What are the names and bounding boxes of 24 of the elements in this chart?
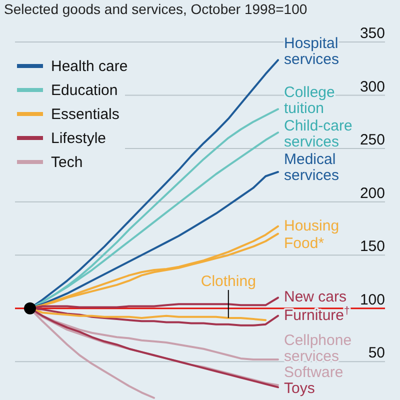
legend-label: Health care: [51, 58, 128, 75]
legend-label: Tech: [51, 154, 83, 171]
series-label: Cellphone services: [284, 332, 352, 365]
legend-label: Education: [51, 82, 118, 99]
y-tick-label: 350: [360, 25, 385, 42]
y-tick-label: 200: [360, 184, 385, 202]
chart-subtitle: Selected goods and services, October 1998=100: [4, 1, 308, 17]
series-label: Hospital services: [284, 35, 340, 68]
series-label: Software: [284, 364, 344, 381]
y-tick-label: 100: [360, 291, 385, 308]
series-label: Medical services: [284, 150, 340, 184]
series-label: College tuition: [284, 84, 335, 118]
series-label: Food*: [284, 234, 324, 252]
series-label: Toys: [284, 380, 315, 397]
series-label: Child-care services: [284, 118, 352, 151]
legend-label: Lifestyle: [51, 130, 106, 147]
y-tick-label: 250: [360, 132, 385, 149]
series-label: Housing: [284, 217, 340, 234]
series-label: New cars: [284, 288, 347, 306]
y-tick-label: 300: [360, 78, 385, 96]
y-tick-label: 50: [368, 344, 385, 362]
legend-label: Essentials: [51, 106, 120, 123]
series-label: Clothing: [200, 272, 256, 290]
y-tick-label: 150: [360, 238, 385, 256]
